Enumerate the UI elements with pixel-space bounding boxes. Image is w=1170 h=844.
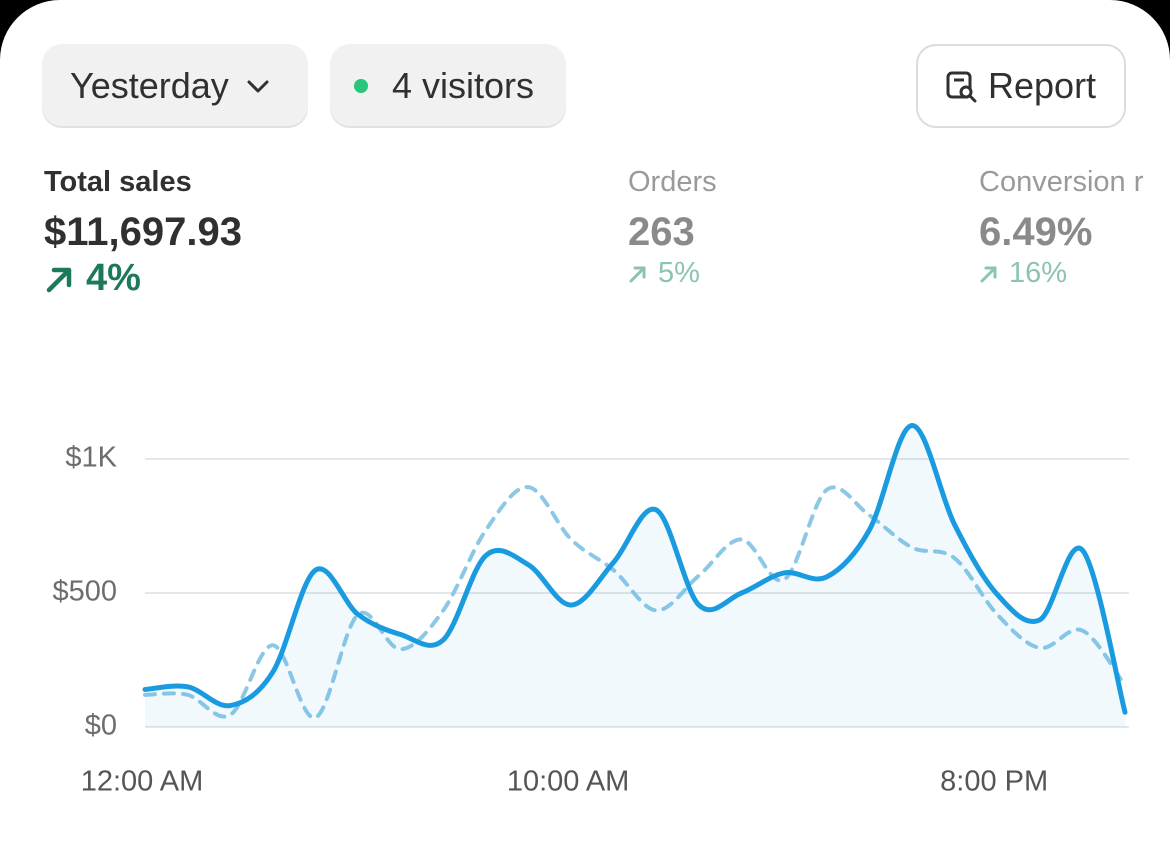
y-tick-label: $500 xyxy=(52,576,117,608)
change-text: 16% xyxy=(1009,257,1068,289)
metric-change: 5% xyxy=(628,257,928,290)
metric-label: Conversion r xyxy=(979,166,1144,198)
metric-conversion[interactable]: Conversion r 6.49% 16% xyxy=(979,166,1170,290)
period-button[interactable]: Yesterday xyxy=(42,44,308,128)
metric-label: Total sales xyxy=(44,166,192,198)
metric-value: $11,697.93 xyxy=(44,210,242,254)
report-button[interactable]: Report xyxy=(916,44,1126,128)
metric-change: 4% xyxy=(44,257,544,300)
up-arrow xyxy=(980,266,997,282)
change-text: 4% xyxy=(86,257,141,299)
metric-change: 16% xyxy=(979,257,1170,290)
up-arrow xyxy=(629,266,646,282)
up-arrow xyxy=(46,267,72,292)
change-text: 5% xyxy=(658,257,700,289)
chevron-icon xyxy=(247,80,269,93)
period-text: Yesterday xyxy=(70,65,229,106)
visitors-text: 4 visitors xyxy=(392,65,535,106)
metric-orders[interactable]: Orders 263 5% xyxy=(628,166,928,290)
report-text: Report xyxy=(988,65,1097,106)
comparison-line xyxy=(143,485,1127,720)
sales-line xyxy=(142,423,1128,715)
area xyxy=(145,425,1125,727)
x-tick-label: 10:00 AM xyxy=(507,766,630,798)
x-tick-label: 8:00 PM xyxy=(940,766,1048,798)
metric-value: 263 xyxy=(628,210,695,254)
visitors-button[interactable]: 4 visitors xyxy=(330,44,566,128)
metric-label: Orders xyxy=(628,166,717,198)
y-tick-label: $0 xyxy=(85,710,117,742)
report-icon xyxy=(946,71,977,103)
metric-total-sales[interactable]: Total sales $11,697.93 4% xyxy=(44,166,544,300)
x-tick-label: 12:00 AM xyxy=(81,766,204,798)
live-dot xyxy=(354,79,368,93)
metric-value: 6.49% xyxy=(979,210,1093,254)
y-tick-label: $1K xyxy=(65,442,117,474)
